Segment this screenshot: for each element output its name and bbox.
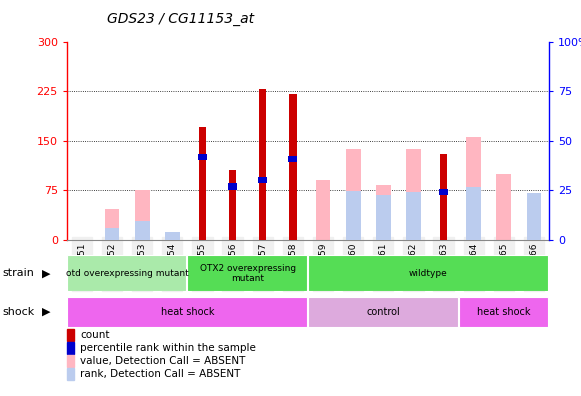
Text: count: count [80, 329, 109, 340]
Bar [187, 255, 307, 291]
Bar [308, 255, 548, 291]
Bar [376, 195, 390, 240]
Bar [526, 193, 541, 240]
Bar [467, 137, 481, 240]
Text: ▶: ▶ [42, 268, 51, 278]
Bar [376, 185, 390, 240]
Text: otd overexpressing mutant: otd overexpressing mutant [66, 269, 188, 278]
Bar [288, 156, 297, 162]
Text: shock: shock [3, 307, 35, 317]
Bar [439, 189, 448, 195]
Text: value, Detection Call = ABSENT: value, Detection Call = ABSENT [80, 356, 245, 366]
Bar [198, 154, 207, 160]
Text: heat shock: heat shock [160, 307, 214, 317]
Bar [228, 183, 237, 190]
Bar [229, 170, 236, 240]
Text: ▶: ▶ [42, 307, 51, 317]
Text: strain: strain [3, 268, 35, 278]
Bar [308, 297, 458, 327]
Text: wildtype: wildtype [409, 269, 448, 278]
Bar [67, 255, 187, 291]
Bar [135, 221, 149, 240]
Bar [458, 297, 548, 327]
Bar [440, 154, 447, 240]
Bar [199, 128, 206, 240]
Bar [135, 190, 149, 240]
Text: GDS23 / CG11153_at: GDS23 / CG11153_at [107, 12, 254, 26]
Bar [467, 187, 481, 240]
Bar [165, 232, 180, 240]
Text: rank, Detection Call = ABSENT: rank, Detection Call = ABSENT [80, 369, 241, 379]
Bar [105, 228, 120, 240]
Text: control: control [367, 307, 400, 317]
Bar [406, 148, 421, 240]
Text: heat shock: heat shock [477, 307, 530, 317]
Bar [289, 94, 296, 240]
Bar [259, 89, 267, 240]
Bar [406, 192, 421, 240]
Bar [346, 191, 361, 240]
Bar [315, 180, 331, 240]
Text: OTX2 overexpressing
mutant: OTX2 overexpressing mutant [200, 264, 296, 283]
Bar [105, 209, 120, 240]
Bar [258, 177, 267, 183]
Bar [67, 297, 307, 327]
Bar [346, 148, 361, 240]
Bar [496, 173, 511, 240]
Text: percentile rank within the sample: percentile rank within the sample [80, 343, 256, 353]
